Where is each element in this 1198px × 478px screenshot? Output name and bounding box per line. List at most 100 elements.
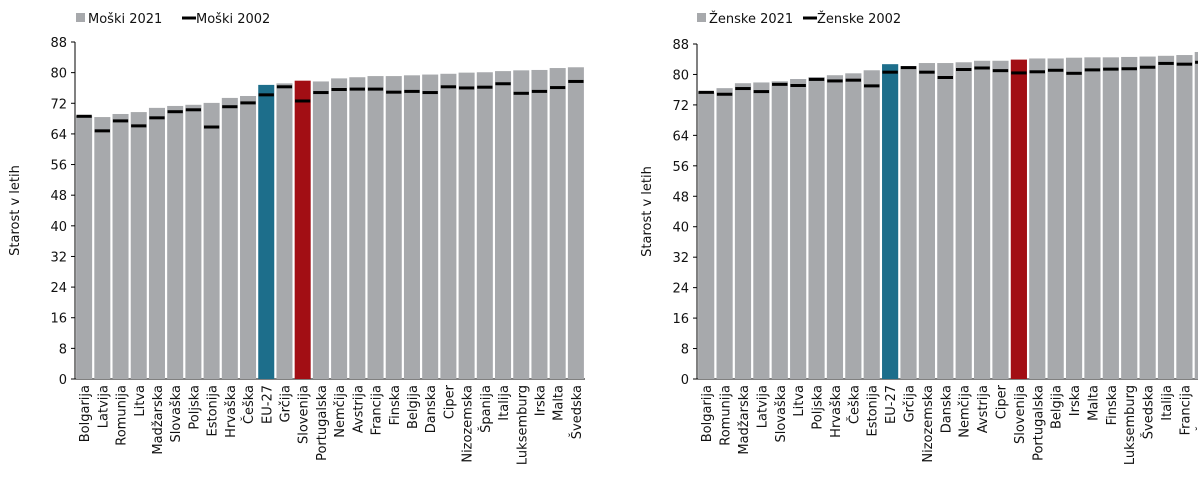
bar (973, 60, 991, 379)
y-axis-label: Starost v letih (640, 166, 655, 257)
x-tick-label: Danska (939, 385, 954, 433)
x-tick-label: Malta (552, 385, 567, 421)
y-tick-label: 88 (672, 38, 689, 53)
x-tick-label: Romunija (719, 385, 734, 446)
y-tick-label: 56 (50, 159, 67, 174)
x-tick-label: Belgija (406, 385, 421, 429)
y-tick-label: 24 (672, 282, 689, 297)
x-tick-label: EU-27 (260, 385, 275, 424)
bar (331, 78, 348, 380)
x-tick-label: Portugalska (315, 385, 330, 461)
bar (992, 60, 1009, 379)
bar (112, 113, 129, 379)
y-tick-label: 80 (672, 68, 689, 83)
x-tick-label: Portugalska (1031, 385, 1046, 461)
x-tick-label: Estonija (866, 385, 881, 436)
bar (403, 75, 420, 379)
bar (734, 83, 752, 379)
bar (276, 83, 293, 379)
x-tick-label: Španija (478, 385, 494, 433)
bar (1102, 57, 1119, 380)
x-tick-label: Francija (1178, 385, 1193, 435)
bar (440, 73, 457, 380)
legend-label: Ženske 2002 (817, 11, 901, 27)
bar (549, 68, 566, 380)
bar (753, 82, 770, 380)
bar (221, 97, 238, 379)
x-tick-label: Danska (424, 385, 439, 433)
x-tick-label: Irska (533, 385, 548, 416)
bar (1029, 58, 1046, 379)
x-tick-label: Slovenija (1013, 385, 1028, 444)
x-tick-label: Irska (1068, 385, 1083, 416)
y-tick-label: 16 (672, 312, 689, 327)
bar (1010, 59, 1027, 379)
x-tick-label: Češka (241, 385, 257, 424)
y-tick-label: 64 (50, 128, 67, 143)
y-tick-label: 8 (681, 343, 689, 358)
bar (771, 81, 788, 379)
bar (826, 75, 844, 379)
legend-label: Ženske 2021 (709, 11, 793, 27)
x-tick-label: Avstrija (351, 385, 366, 433)
y-tick-label: 0 (59, 373, 67, 388)
bar (531, 69, 548, 379)
x-tick-label: EU-27 (884, 385, 899, 424)
y-tick-label: 64 (672, 129, 689, 144)
x-tick-label: Romunija (115, 385, 130, 446)
x-tick-label: Litva (133, 385, 148, 417)
y-tick-label: 16 (50, 312, 67, 327)
x-tick-label: Bolgarija (78, 385, 93, 442)
x-tick-label: Bolgarija (700, 385, 715, 442)
x-tick-label: Finska (388, 385, 403, 425)
x-tick-label: Italija (497, 385, 512, 421)
y-tick-label: 72 (672, 99, 689, 114)
bar (185, 104, 202, 380)
bar (716, 88, 733, 379)
bar (863, 70, 880, 380)
bar (918, 63, 936, 380)
x-tick-label: Malta (1086, 385, 1101, 421)
bar (258, 84, 275, 380)
x-tick-label: Latvija (96, 385, 111, 428)
y-tick-label: 40 (50, 220, 67, 235)
bar (312, 81, 329, 379)
bar (1176, 55, 1193, 380)
bar (1121, 56, 1138, 380)
y-tick-label: 8 (59, 342, 67, 357)
legend-swatch (76, 13, 85, 22)
x-tick-label: Nizozemska (921, 385, 936, 463)
x-tick-label: Finska (1105, 385, 1120, 425)
bar (148, 107, 165, 380)
chart: 0 8 16 24 32 40 48 56 64 72 80 88 Starost v letih Bol… (8, 12, 585, 465)
x-tick-label: Madžarska (737, 385, 752, 455)
x-tick-label: Ciper (994, 384, 1009, 419)
y-tick-label: 56 (672, 160, 689, 175)
x-tick-label: Hrvaška (224, 385, 239, 438)
legend-swatch (697, 13, 706, 22)
bar (167, 105, 184, 380)
y-tick-label: 88 (50, 36, 67, 51)
bar (203, 102, 220, 379)
x-tick-label: Latvija (755, 385, 770, 428)
x-tick-label: Slovenija (297, 385, 312, 444)
bar (937, 63, 954, 380)
bar (698, 92, 715, 379)
x-tick-label: Grčija (278, 385, 293, 422)
x-tick-label: Luksemburg (1123, 385, 1138, 465)
bar (1065, 57, 1083, 380)
bar (808, 77, 825, 379)
x-tick-label: Ciper (442, 384, 457, 419)
bar (845, 73, 862, 379)
x-tick-label: Češka (846, 385, 862, 424)
chart: 0 8 16 24 32 40 48 56 64 72 80 88 Starost v letih Bol… (640, 11, 1198, 465)
bar (130, 112, 147, 379)
x-tick-label: Belgija (1050, 385, 1065, 429)
bar (422, 74, 439, 379)
bar (900, 66, 917, 380)
bar (1084, 57, 1101, 380)
x-tick-label: Španija (1196, 385, 1198, 433)
bar (240, 95, 257, 380)
bar (476, 72, 493, 379)
